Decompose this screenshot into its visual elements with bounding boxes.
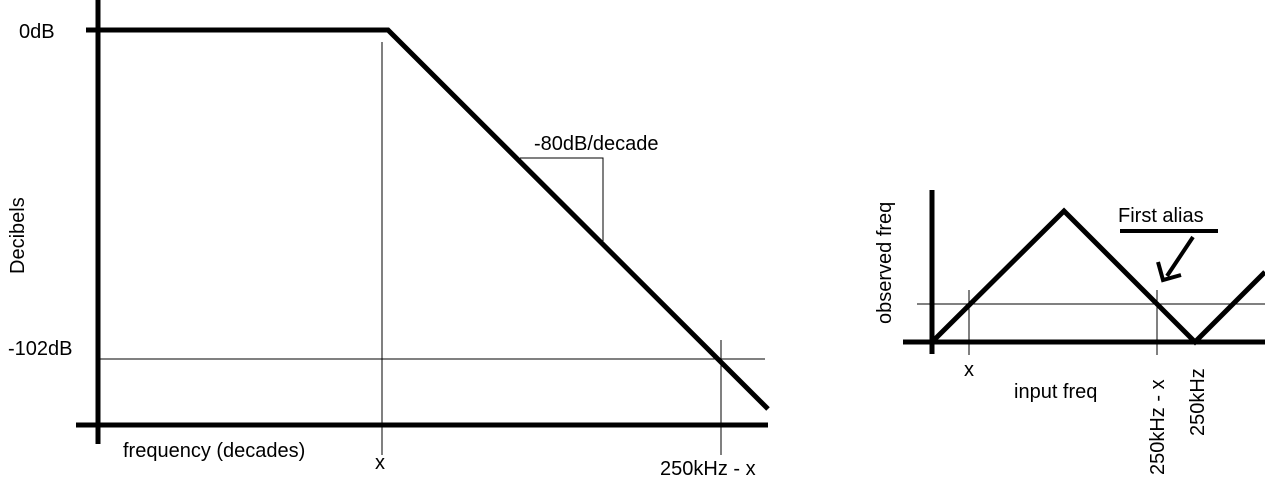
aliasing-curve	[930, 207, 1265, 346]
alias-tick-label: 250kHz - x	[1147, 379, 1169, 475]
stop-tick-label: 250kHz - x	[660, 458, 756, 480]
slope-label: -80dB/decade	[534, 133, 659, 155]
alias-annotation-label: First alias	[1118, 205, 1204, 227]
right-y-axis-label: observed freq	[874, 202, 896, 324]
aliasing-diagram: First alias input freq x 250kHz - x 250k…	[874, 190, 1265, 475]
right-x-axis-label: input freq	[1014, 381, 1097, 403]
level-0db-label: 0dB	[19, 21, 55, 43]
nyquist-tick-label: 250kHz	[1187, 368, 1209, 436]
alias-arrow-head	[1156, 261, 1182, 283]
filter-response-curve	[86, 27, 770, 411]
slope-triangle	[520, 157, 604, 241]
right-x-tick-label: x	[964, 359, 974, 381]
filter-response-diagram: 0dB -102dB -80dB/decade frequency (decad…	[7, 0, 770, 480]
level-minus-102db-label: -102dB	[8, 338, 73, 360]
corner-tick-label: x	[375, 452, 385, 474]
left-y-axis-label: Decibels	[7, 197, 29, 274]
left-x-axis-label: frequency (decades)	[123, 440, 305, 462]
alias-arrow-shaft	[1165, 235, 1195, 278]
